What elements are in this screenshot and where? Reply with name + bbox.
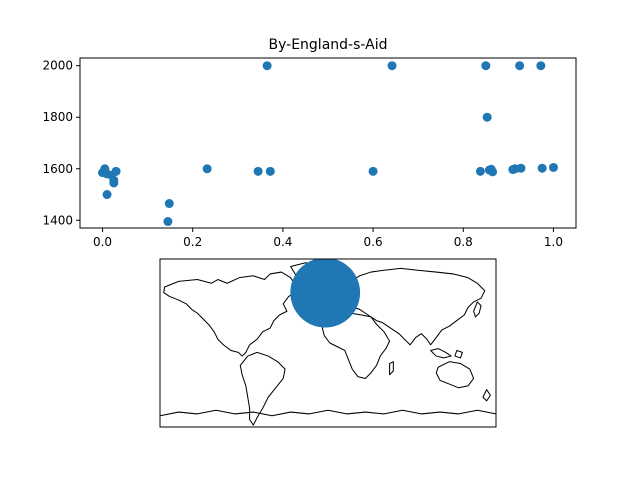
antarctica-coastline xyxy=(160,409,496,417)
y-tick-label: 2000 xyxy=(42,59,73,73)
scatter-point xyxy=(111,166,121,176)
eurasia-coastline xyxy=(336,267,486,346)
region-marker xyxy=(290,259,361,328)
scatter-point xyxy=(548,162,558,172)
new-zealand-coastline xyxy=(482,389,491,402)
southeast-asia-islands-coastline xyxy=(430,348,463,359)
scatter-point xyxy=(202,164,212,174)
scatter-point xyxy=(265,166,275,176)
scatter-plot-frame xyxy=(79,57,577,229)
scatter-point xyxy=(262,61,272,71)
map-axes xyxy=(159,258,497,428)
x-tick-label: 0.2 xyxy=(183,235,202,249)
scatter-point xyxy=(482,112,492,122)
y-tick-label: 1600 xyxy=(42,162,73,176)
y-tick-label: 1800 xyxy=(42,110,73,124)
scatter-point xyxy=(163,217,173,227)
scatter-point xyxy=(368,166,378,176)
japan-coastline xyxy=(473,301,482,318)
chart-title: By-England-s-Aid xyxy=(269,37,388,53)
scatter-points xyxy=(98,61,558,227)
x-tick-label: 0.6 xyxy=(364,235,383,249)
madagascar-coastline xyxy=(389,361,394,376)
scatter-point xyxy=(109,178,119,188)
scatter-point xyxy=(102,190,112,200)
scatter-axes: By-England-s-Aid 0.0 0.2 0.4 0.6 0.8 1.0 1400 1… xyxy=(42,37,577,249)
scatter-point xyxy=(537,163,547,173)
map-frame xyxy=(159,258,497,428)
scatter-ticks: 0.0 0.2 0.4 0.6 0.8 1.0 1400 1600 1800 2000 xyxy=(42,59,563,249)
scatter-point xyxy=(516,163,526,173)
scatter-point xyxy=(475,166,485,176)
africa-coastline xyxy=(321,312,391,379)
x-tick-label: 0.0 xyxy=(93,235,112,249)
scatter-point xyxy=(515,61,525,71)
scatter-point xyxy=(253,166,263,176)
scatter-point xyxy=(387,61,397,71)
scatter-point xyxy=(488,167,498,177)
scatter-point xyxy=(481,61,491,71)
x-tick-label: 0.8 xyxy=(454,235,473,249)
north-america-coastline xyxy=(163,271,301,357)
x-tick-label: 1.0 xyxy=(544,235,563,249)
y-tick-label: 1400 xyxy=(42,213,73,227)
australia-coastline xyxy=(435,361,475,389)
scatter-point xyxy=(164,199,174,209)
scatter-point xyxy=(536,61,546,71)
x-tick-label: 0.4 xyxy=(273,235,292,249)
